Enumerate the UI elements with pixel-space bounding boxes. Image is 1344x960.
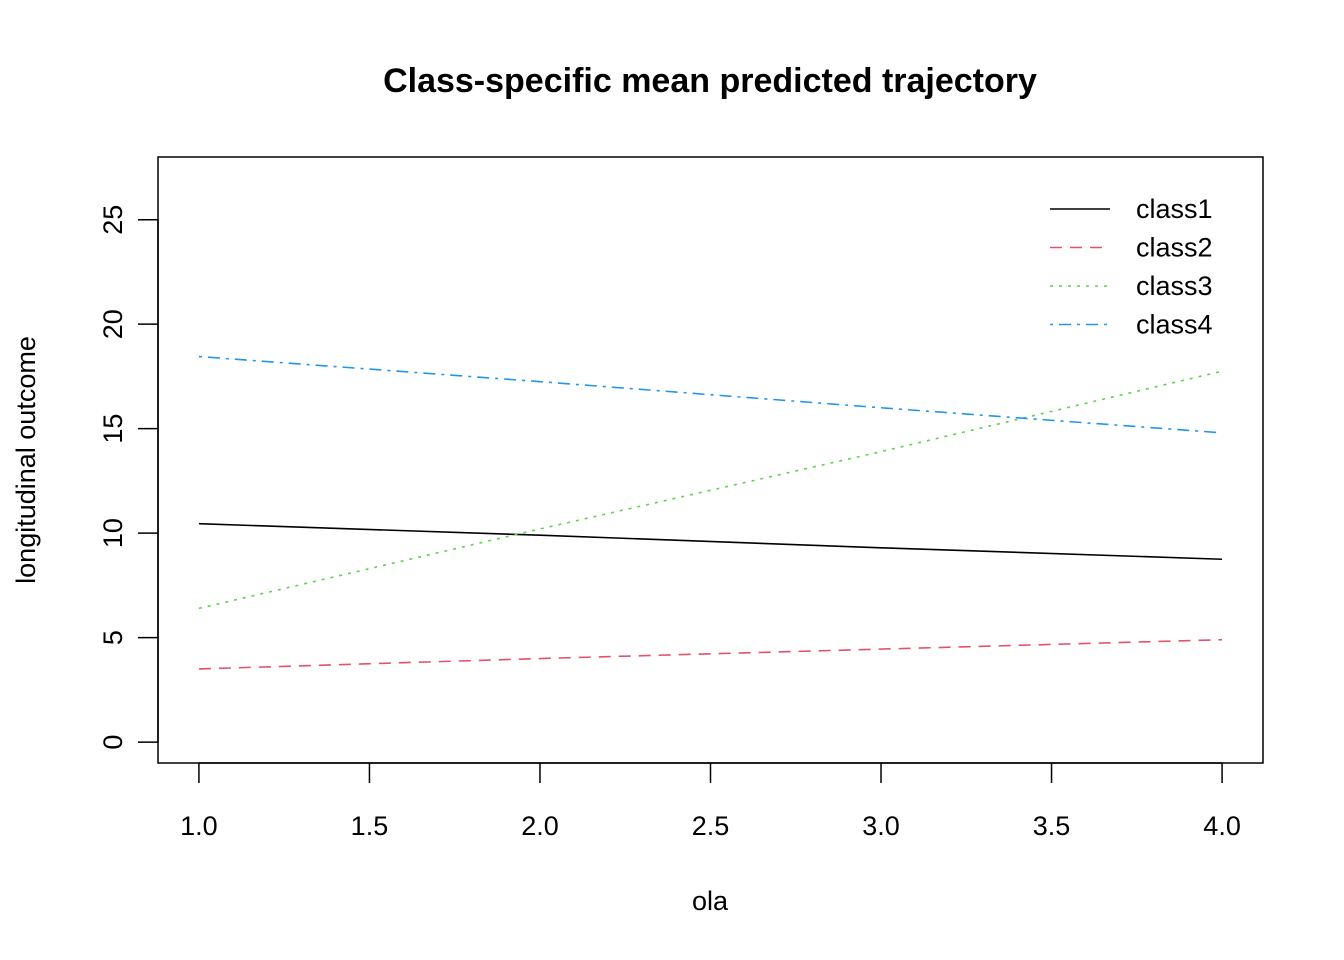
x-tick-label: 4.0 <box>1203 811 1241 841</box>
legend-label-class3: class3 <box>1136 271 1213 301</box>
x-tick-label: 2.5 <box>692 811 730 841</box>
x-axis-label: ola <box>692 886 729 916</box>
y-tick-label: 5 <box>98 630 128 645</box>
x-tick-label: 3.0 <box>862 811 900 841</box>
y-tick-label: 25 <box>98 205 128 235</box>
legend-label-class2: class2 <box>1136 233 1213 263</box>
y-axis-label: longitudinal outcome <box>11 336 41 584</box>
series-layer <box>198 355 1223 670</box>
y-tick-label: 20 <box>98 309 128 339</box>
legend-label-class1: class1 <box>1136 194 1213 224</box>
y-tick-label: 0 <box>98 735 128 750</box>
legend: class1 class2 class3 class4 <box>1050 194 1213 340</box>
y-tick-label: 15 <box>98 414 128 444</box>
legend-label-class4: class4 <box>1136 310 1213 340</box>
x-axis: 1.0 1.5 2.0 2.5 3.0 3.5 4.0 <box>180 762 1241 841</box>
series-line-class4 <box>198 355 1223 434</box>
chart-title: Class-specific mean predicted trajectory <box>383 62 1037 100</box>
x-tick-label: 1.0 <box>180 811 218 841</box>
y-axis: 0 5 10 15 20 25 <box>98 205 159 750</box>
x-tick-label: 3.5 <box>1033 811 1071 841</box>
series-line-class2 <box>198 638 1223 670</box>
y-tick-label: 10 <box>98 518 128 548</box>
x-tick-label: 1.5 <box>351 811 389 841</box>
x-tick-label: 2.0 <box>521 811 559 841</box>
series-line-class1 <box>198 522 1223 561</box>
series-line-class3 <box>198 370 1223 610</box>
